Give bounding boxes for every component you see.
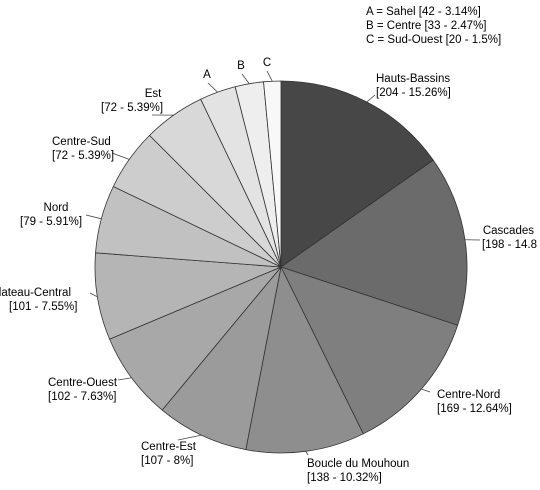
leader-line-nord [86, 215, 101, 219]
slice-label-centre-est: Centre-Est [141, 441, 197, 453]
slice-label-centre-nord: Centre-Nord [437, 389, 500, 401]
slice-value-label-boucle-du-mouhoun: [138 - 10.32%] [307, 472, 382, 484]
slice-label-b: B [237, 60, 245, 72]
slice-value-label-hauts-bassins: [204 - 15.26%] [376, 87, 451, 99]
slice-value-label-est: [72 - 5.39%] [101, 102, 163, 114]
slice-label-plateau-central: Plateau-Central [0, 287, 71, 299]
slice-value-label-centre-nord: [169 - 12.64%] [437, 403, 512, 415]
slice-value-label-centre-ouest: [102 - 7.63%] [48, 391, 116, 403]
leader-line-plateau-central [90, 293, 97, 297]
slice-label-cascades: Cascades [483, 225, 534, 237]
pie-slices [95, 81, 467, 453]
legend-entry-c: C = Sud-Ouest [20 - 1.5%] [366, 34, 501, 46]
slice-value-label-plateau-central: [101 - 7.55%] [9, 301, 77, 313]
slice-label-nord: Nord [44, 202, 69, 214]
legend: A = Sahel [42 - 3.14%] B = Centre [33 - … [366, 6, 501, 46]
leader-line-centre-nord [421, 389, 430, 392]
slice-value-label-centre-sud: [72 - 5.39%] [52, 150, 114, 162]
leader-line-c [267, 71, 272, 81]
legend-entry-b: B = Centre [33 - 2.47%] [366, 20, 487, 32]
slice-label-centre-sud: Centre-Sud [52, 136, 111, 148]
slice-value-label-nord: [79 - 5.91%] [20, 216, 82, 228]
leader-line-centre-ouest [118, 378, 132, 380]
slice-label-hauts-bassins: Hauts-Bassins [376, 73, 450, 85]
leader-line-boucle-du-mouhoun [306, 451, 308, 455]
leader-line-centre-est [178, 435, 201, 440]
leader-line-a [208, 83, 218, 92]
slice-label-a: A [203, 69, 211, 81]
slice-value-label-cascades: [198 - 14.8 [482, 239, 537, 251]
slice-value-label-centre-est: [107 - 8%] [141, 455, 193, 467]
slice-label-centre-ouest: Centre-Ouest [48, 377, 118, 389]
leader-line-centre-sud [112, 153, 129, 159]
slice-label-c: C [263, 57, 271, 69]
leader-line-hauts-bassins [367, 95, 375, 102]
slice-label-boucle-du-mouhoun: Boucle du Mouhoun [307, 458, 409, 470]
slice-label-est: Est [145, 88, 162, 100]
legend-entry-a: A = Sahel [42 - 3.14%] [366, 6, 481, 18]
leader-line-b [242, 74, 249, 84]
